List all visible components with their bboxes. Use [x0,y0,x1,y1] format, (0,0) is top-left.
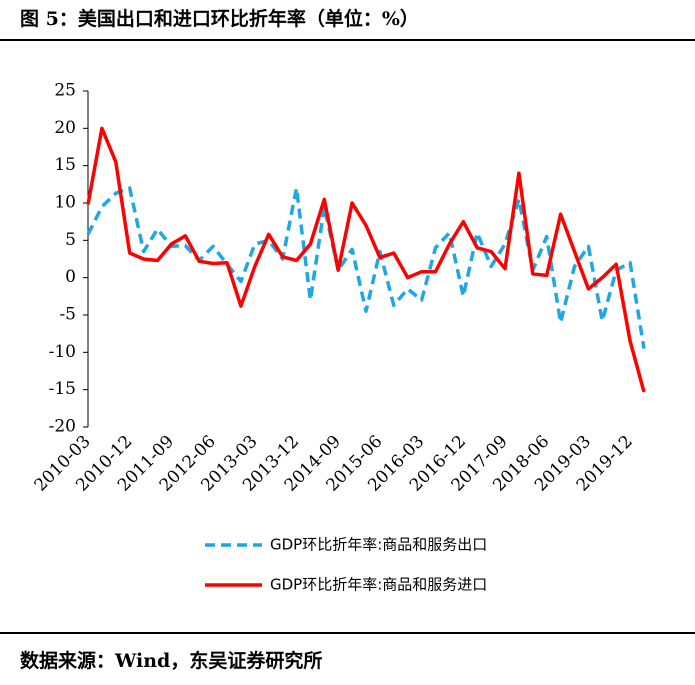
y-tick-label: 5 [65,230,76,250]
series-line [86,126,646,393]
source: 数据来源：Wind，东吴证券研究所 [20,649,322,672]
y-tick-label: 15 [54,155,76,175]
series-line [86,186,646,349]
y-tick-label: -5 [59,305,76,325]
y-tick-label: 0 [65,267,76,287]
y-tick-label: 10 [54,193,76,213]
y-tick-label: -15 [49,379,76,399]
legend-label: GDP环比折年率:商品和服务进口 [270,576,487,594]
y-tick-label: 20 [54,118,76,138]
legend-label: GDP环比折年率:商品和服务出口 [270,536,487,554]
y-tick-label: 25 [54,81,76,101]
chart-title: 图 5：美国出口和进口环比折年率（单位：%） [20,7,419,30]
y-tick-label: -10 [49,342,76,362]
y-tick-label: -20 [49,417,76,437]
